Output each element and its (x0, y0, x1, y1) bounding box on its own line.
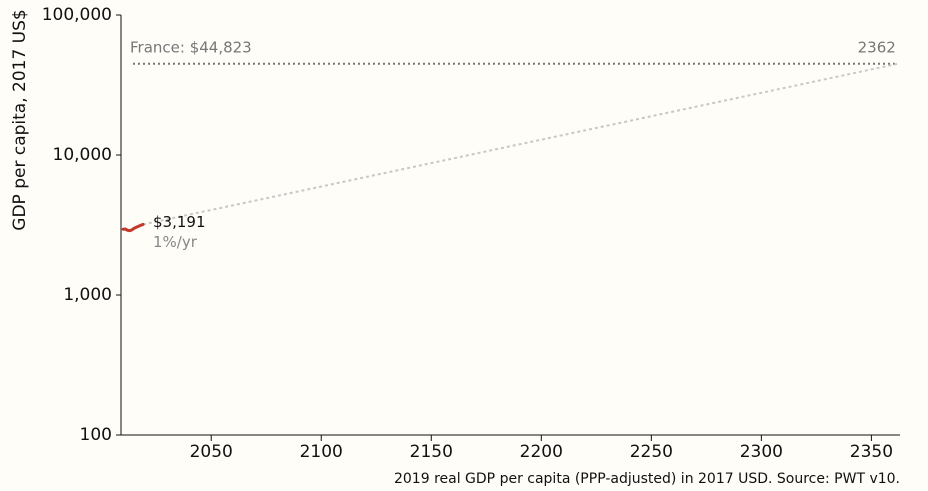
x-tick-label: 2350 (850, 442, 893, 462)
y-tick-label: 100 (80, 425, 112, 445)
source-note: 2019 real GDP per capita (PPP-adjusted) … (394, 471, 900, 487)
growth-label: 1%/yr (153, 233, 198, 251)
x-tick-label: 2300 (740, 442, 783, 462)
x-tick-label: 2050 (190, 442, 233, 462)
data-line (121, 222, 145, 233)
reference-label: France: $44,823 (130, 38, 252, 56)
projection-end-label: 2362 (858, 38, 896, 56)
projection-line (142, 62, 899, 226)
y-tick-label: 10,000 (53, 145, 112, 165)
value-label: $3,191 (153, 213, 206, 231)
x-tick-label: 2100 (300, 442, 343, 462)
y-axis-label: GDP per capita, 2017 US$ (10, 9, 30, 230)
x-tick-label: 2250 (630, 442, 673, 462)
y-tick-label: 1,000 (63, 285, 112, 305)
y-tick-label: 100,000 (42, 5, 112, 25)
x-tick-label: 2200 (520, 442, 563, 462)
x-tick-label: 2150 (410, 442, 453, 462)
